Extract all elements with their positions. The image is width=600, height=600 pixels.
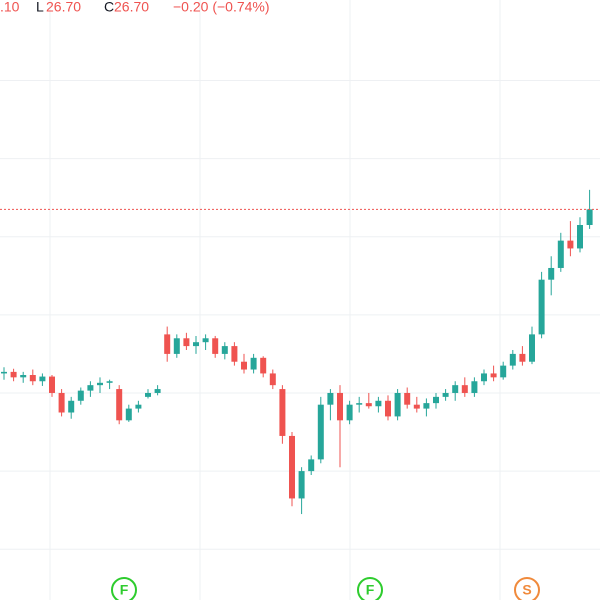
candle-body	[394, 392, 401, 417]
candle-body	[279, 389, 286, 436]
candle-body	[20, 375, 27, 378]
candle-body	[442, 392, 449, 397]
candle-body	[557, 240, 564, 268]
candle-body	[106, 381, 113, 383]
candle-body	[173, 338, 180, 354]
candle-body	[413, 404, 420, 409]
candle-body	[308, 459, 315, 472]
candle-body	[193, 342, 199, 347]
event-badge	[111, 577, 137, 600]
candle-body	[490, 373, 497, 378]
legend: .10 L 26.70 C 26.70 −0.20 (−0.74%)	[0, 0, 270, 15]
candle-body	[241, 361, 247, 370]
candle-body	[212, 338, 219, 354]
candle-body	[164, 334, 171, 354]
candle-body	[250, 357, 257, 370]
candle-body	[97, 382, 103, 386]
candle-body	[260, 357, 267, 374]
close-value: 26.70	[114, 0, 149, 15]
candle-body	[423, 403, 430, 409]
candle-body	[327, 392, 334, 405]
event-label: F	[366, 582, 375, 598]
high-value: .10	[0, 0, 20, 15]
candle-body	[29, 375, 36, 382]
candle-body	[289, 435, 295, 499]
candle-body	[509, 353, 516, 366]
candle-body	[1, 371, 7, 374]
candle-body	[365, 403, 372, 407]
candle-body	[116, 389, 123, 421]
candle-body	[10, 371, 17, 378]
candle-body	[269, 373, 276, 386]
candle-body	[135, 404, 142, 409]
candle-body	[68, 400, 75, 413]
candle-body	[452, 385, 459, 393]
candle-body	[221, 346, 228, 354]
candle-body	[49, 376, 55, 393]
candle-body	[577, 225, 583, 249]
candle-body	[356, 403, 363, 405]
candle-body	[375, 400, 382, 407]
candle-body	[529, 334, 535, 362]
candle-body	[586, 209, 593, 225]
candle-body	[39, 376, 46, 382]
candle-body	[298, 471, 305, 499]
event-label: F	[120, 582, 129, 598]
candle-body	[202, 338, 209, 343]
change: −0.20 (−0.74%)	[173, 0, 270, 15]
candle-body	[58, 392, 65, 413]
low-value: 26.70	[46, 0, 81, 15]
candle-body	[183, 338, 190, 347]
event-badge	[357, 577, 383, 600]
candle-body	[145, 392, 151, 397]
event-label: S	[522, 582, 531, 598]
candle-body	[433, 396, 439, 404]
candle-body	[346, 404, 353, 421]
candle-body	[471, 381, 478, 393]
candle-body	[125, 408, 132, 421]
candle-body	[481, 373, 487, 382]
candle-body	[317, 404, 324, 460]
candle-body	[404, 392, 411, 405]
candle-body	[87, 385, 94, 391]
event-badge	[514, 577, 540, 600]
candle-body	[231, 346, 238, 362]
candle-body	[567, 240, 574, 249]
low-key: L	[36, 0, 44, 15]
candle-body	[500, 365, 507, 378]
candle-body	[337, 392, 343, 421]
candle-body	[461, 385, 468, 393]
close-key: C	[104, 0, 114, 15]
candle-body	[77, 390, 84, 401]
candle-body	[548, 267, 555, 280]
candle-body	[154, 389, 161, 393]
candle-body	[519, 353, 526, 362]
candle-body	[385, 400, 391, 417]
candle-body	[538, 279, 545, 335]
